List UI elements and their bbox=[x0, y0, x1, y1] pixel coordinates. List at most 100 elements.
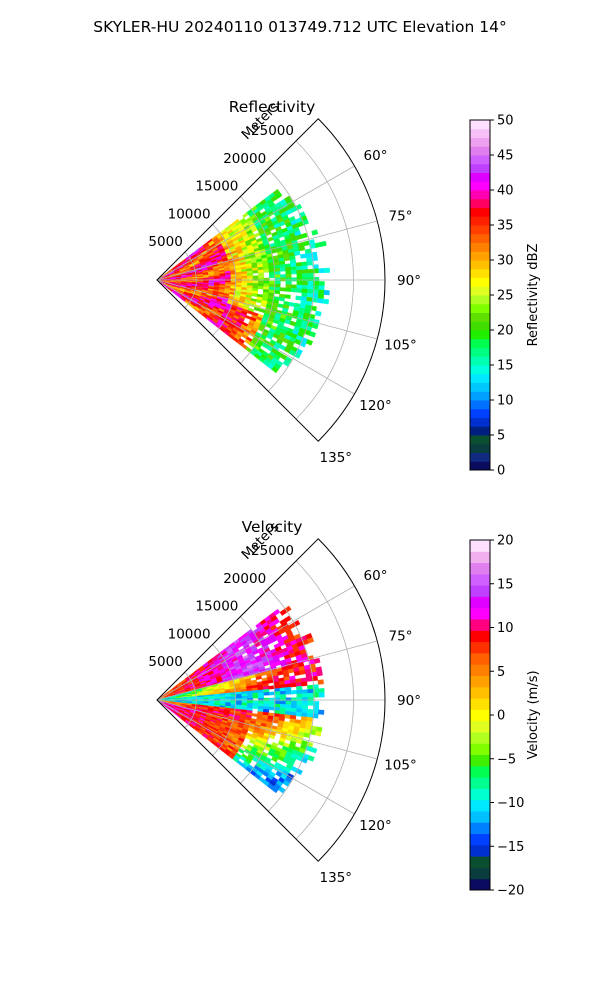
data-cell bbox=[301, 265, 308, 271]
colorbar-segment bbox=[470, 878, 490, 891]
polar-frame bbox=[156, 118, 386, 442]
data-cell bbox=[302, 281, 309, 286]
data-cell bbox=[225, 276, 232, 280]
velocity-grid bbox=[156, 538, 386, 862]
data-cell bbox=[247, 275, 254, 279]
data-cell bbox=[236, 696, 243, 699]
data-cell bbox=[269, 274, 276, 279]
data-cell bbox=[307, 288, 314, 294]
data-cell bbox=[303, 732, 310, 739]
data-cell bbox=[279, 687, 286, 692]
colorbar-segment bbox=[470, 277, 490, 287]
data-cell bbox=[318, 688, 325, 694]
data-cell bbox=[279, 704, 287, 709]
colorbar-tick-label: 40 bbox=[497, 184, 514, 199]
figure-title: SKYLER-HU 20240110 013749.712 UTC Elevat… bbox=[93, 18, 507, 36]
data-cell bbox=[314, 310, 322, 317]
data-cell bbox=[247, 700, 254, 704]
colorbar-tick-label: −10 bbox=[497, 796, 524, 811]
data-cell bbox=[296, 273, 303, 278]
colorbar-segment bbox=[470, 330, 490, 340]
data-cell bbox=[263, 280, 270, 285]
data-cell bbox=[280, 277, 287, 282]
colorbar-segment bbox=[470, 303, 490, 313]
colorbar-segment bbox=[470, 630, 490, 643]
data-cell bbox=[300, 232, 308, 239]
data-cell bbox=[274, 280, 281, 285]
colorbar-segment bbox=[470, 867, 490, 880]
data-cell bbox=[252, 275, 259, 279]
reflectivity-data bbox=[158, 188, 331, 374]
colorbar-segment bbox=[470, 435, 490, 445]
colorbar-segment bbox=[470, 731, 490, 744]
reflectivity-panel: Reflectivity 60° 75° 90° 105° 120° 135° 5000 10… bbox=[148, 98, 541, 479]
colorbar-segment bbox=[470, 664, 490, 676]
data-cell bbox=[268, 685, 275, 690]
data-cell bbox=[307, 697, 314, 702]
data-cell bbox=[302, 277, 309, 282]
colorbar-segment bbox=[470, 163, 490, 173]
velocity-colorbar: −20 −15 −10 −5 0 5 10 15 20 Velocity (m/s) bbox=[469, 534, 541, 899]
data-cell bbox=[307, 272, 314, 278]
data-cell bbox=[306, 637, 315, 644]
data-cell bbox=[296, 265, 303, 271]
radial-tick-label: 20000 bbox=[223, 571, 266, 587]
data-cell bbox=[307, 277, 314, 282]
data-cell bbox=[307, 688, 314, 694]
data-cell bbox=[257, 272, 265, 276]
data-cell bbox=[271, 786, 279, 794]
colorbar-tick-label: 0 bbox=[497, 464, 505, 479]
data-cell bbox=[268, 271, 276, 276]
colorbar-segment bbox=[470, 365, 490, 375]
colorbar-segment bbox=[470, 856, 490, 868]
data-cell bbox=[318, 289, 325, 295]
data-cell bbox=[318, 709, 325, 715]
colorbar-segment bbox=[470, 373, 490, 383]
data-cell bbox=[291, 701, 298, 706]
data-cell bbox=[290, 704, 298, 709]
colorbar-segment bbox=[470, 400, 490, 410]
data-cell bbox=[296, 704, 303, 710]
velocity-tick-labels: 60° 75° 90° 105° 120° 135° 5000 10000 15000 20000… bbox=[148, 519, 421, 886]
data-cell bbox=[274, 283, 281, 288]
data-cell bbox=[241, 273, 248, 277]
data-cell bbox=[247, 698, 254, 701]
angle-tick-label: 90° bbox=[397, 273, 421, 289]
colorbar-segment bbox=[470, 822, 490, 835]
colorbar-tick-label: 30 bbox=[497, 254, 514, 269]
data-cell bbox=[225, 696, 232, 700]
data-cell bbox=[258, 275, 265, 279]
data-cell bbox=[269, 700, 276, 705]
data-cell bbox=[285, 270, 292, 275]
data-cell bbox=[285, 273, 292, 278]
angle-tick-label: 60° bbox=[364, 568, 388, 584]
colorbar-segment bbox=[470, 260, 490, 270]
colorbar-label: Velocity (m/s) bbox=[526, 670, 541, 759]
data-cell bbox=[285, 686, 292, 692]
colorbar-segment bbox=[470, 417, 490, 427]
colorbar-segment bbox=[470, 242, 490, 252]
data-cell bbox=[269, 280, 276, 285]
data-cell bbox=[285, 287, 292, 292]
data-cell bbox=[323, 267, 331, 273]
colorbar-tick-label: −20 bbox=[497, 884, 524, 899]
data-cell bbox=[306, 260, 313, 266]
data-cell bbox=[317, 679, 324, 685]
data-cell bbox=[268, 706, 275, 711]
colorbar-tick-label: 25 bbox=[497, 289, 514, 304]
data-cell bbox=[279, 287, 286, 292]
colorbar-segment bbox=[470, 128, 490, 138]
data-cell bbox=[268, 703, 276, 708]
data-cell bbox=[274, 700, 281, 705]
data-cell bbox=[299, 253, 307, 259]
data-cell bbox=[252, 280, 259, 284]
colorbar-segment bbox=[470, 338, 490, 348]
colorbar-segment bbox=[470, 551, 490, 564]
data-cell bbox=[307, 684, 314, 690]
velocity-panel: Velocity 60° 75° 90° 105° 120° 135° 5000 10000 1… bbox=[148, 518, 541, 899]
angle-tick-label: 105° bbox=[384, 758, 417, 774]
data-cell bbox=[311, 229, 319, 236]
colorbar-segment bbox=[470, 382, 490, 392]
colorbar-segment bbox=[470, 799, 490, 812]
